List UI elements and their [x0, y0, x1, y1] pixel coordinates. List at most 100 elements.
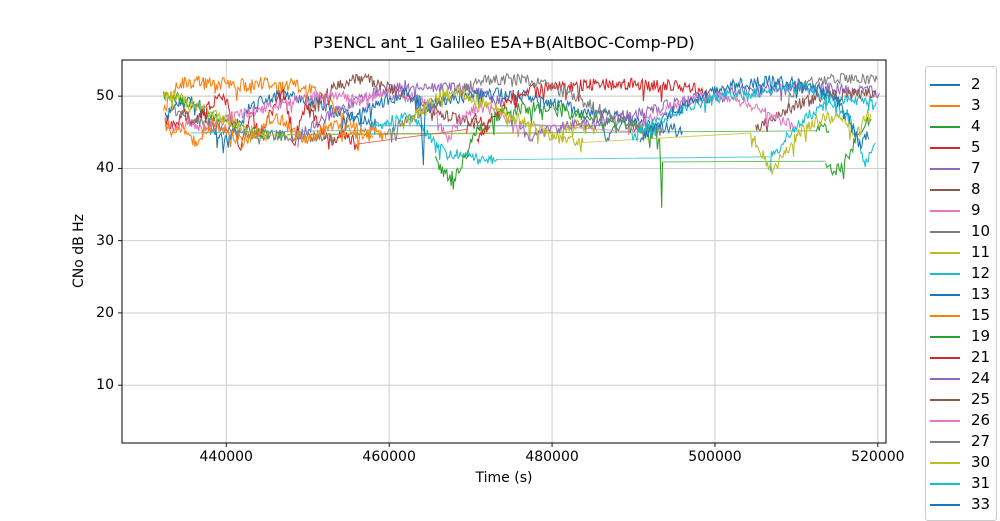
series-line-12 [369, 112, 498, 165]
series-line-33 [639, 75, 870, 150]
legend-label: 12 [971, 264, 991, 282]
legend-label: 7 [971, 159, 981, 177]
plot-canvas [118, 59, 887, 447]
legend: 2 3 4 5 7 8 9 10 11 12 13 15 19 21 24 25 26 27 30 31 33 [925, 66, 997, 521]
legend-label: 11 [971, 243, 991, 261]
legend-line-sample [930, 230, 960, 233]
legend-line-sample [930, 251, 960, 254]
legend-label: 31 [971, 474, 991, 492]
series-line-30 [400, 85, 584, 153]
legend-item-4: 4 [926, 116, 996, 137]
legend-line-sample [930, 419, 960, 422]
legend-item-8: 8 [926, 179, 996, 200]
x-tick-label: 500000 [688, 449, 742, 465]
series-line-8 [307, 72, 481, 131]
series-line-15 [164, 113, 387, 151]
legend-line-sample [930, 314, 960, 317]
chart-title: P3ENCL ant_1 Galileo E5A+B(AltBOC-Comp-P… [313, 33, 695, 52]
legend-line-sample [930, 188, 960, 191]
legend-line-sample [930, 356, 960, 359]
legend-label: 8 [971, 180, 981, 198]
legend-label: 33 [971, 495, 991, 513]
x-tick-label: 440000 [199, 449, 253, 465]
legend-item-13: 13 [926, 284, 996, 305]
series-line-19 [662, 160, 826, 163]
legend-line-sample [930, 293, 960, 296]
legend-item-3: 3 [926, 95, 996, 116]
legend-item-12: 12 [926, 263, 996, 284]
y-tick-label: 10 [96, 377, 114, 394]
legend-item-15: 15 [926, 305, 996, 326]
legend-label: 25 [971, 390, 991, 408]
legend-item-7: 7 [926, 158, 996, 179]
legend-item-30: 30 [926, 452, 996, 473]
legend-item-26: 26 [926, 410, 996, 431]
legend-label: 15 [971, 306, 991, 324]
legend-line-sample [930, 377, 960, 380]
legend-label: 27 [971, 432, 991, 450]
series-line-30 [582, 132, 751, 143]
legend-line-sample [930, 104, 960, 107]
series-line-25 [755, 87, 877, 133]
series-line-21 [476, 77, 711, 144]
legend-item-27: 27 [926, 431, 996, 452]
legend-label: 9 [971, 201, 981, 219]
legend-item-11: 11 [926, 242, 996, 263]
legend-label: 2 [971, 75, 981, 93]
legend-item-24: 24 [926, 368, 996, 389]
y-axis-label: CNo dB Hz [71, 213, 87, 289]
axes-spines [121, 59, 887, 444]
legend-item-33: 33 [926, 494, 996, 515]
series-line-11 [270, 132, 559, 136]
y-tick-label: 30 [96, 232, 114, 249]
legend-label: 13 [971, 285, 991, 303]
legend-label: 30 [971, 453, 991, 471]
legend-item-5: 5 [926, 137, 996, 158]
legend-line-sample [930, 503, 960, 506]
series-line-31 [631, 81, 876, 167]
legend-item-31: 31 [926, 473, 996, 494]
legend-line-sample [930, 83, 960, 86]
legend-label: 26 [971, 411, 991, 429]
series-line-19 [434, 100, 664, 208]
legend-item-9: 9 [926, 200, 996, 221]
x-axis-label: Time (s) [475, 470, 533, 486]
x-tick-label: 460000 [362, 449, 416, 465]
series-line-4 [815, 122, 830, 134]
series-line-5 [358, 128, 467, 145]
legend-label: 3 [971, 96, 981, 114]
legend-item-2: 2 [926, 74, 996, 95]
series-line-9 [164, 88, 522, 143]
y-tick-label: 40 [96, 160, 114, 177]
legend-label: 19 [971, 327, 991, 345]
legend-line-sample [930, 146, 960, 149]
legend-label: 21 [971, 348, 991, 366]
legend-item-25: 25 [926, 389, 996, 410]
legend-line-sample [930, 482, 960, 485]
figure: P3ENCL ant_1 Galileo E5A+B(AltBOC-Comp-P… [71, 33, 997, 521]
legend-line-sample [930, 440, 960, 443]
x-tick-label: 520000 [851, 449, 905, 465]
series-line-10 [787, 72, 878, 109]
series-line-27 [384, 72, 663, 143]
legend-line-sample [930, 167, 960, 170]
series-line-4 [162, 91, 288, 142]
legend-item-19: 19 [926, 326, 996, 347]
legend-item-10: 10 [926, 221, 996, 242]
legend-line-sample [930, 461, 960, 464]
legend-item-21: 21 [926, 347, 996, 368]
legend-label: 4 [971, 117, 981, 135]
series-line-26 [523, 123, 628, 132]
legend-label: 10 [971, 222, 991, 240]
legend-label: 24 [971, 369, 991, 387]
y-tick-label: 20 [96, 304, 114, 321]
series-line-7 [297, 80, 506, 148]
legend-line-sample [930, 125, 960, 128]
y-tick-label: 50 [96, 88, 114, 105]
series-line-19 [825, 117, 872, 180]
legend-line-sample [930, 335, 960, 338]
x-tick-label: 480000 [525, 449, 579, 465]
series-line-12 [497, 156, 771, 161]
series-line-12 [769, 94, 877, 172]
series-line-12 [189, 129, 370, 134]
